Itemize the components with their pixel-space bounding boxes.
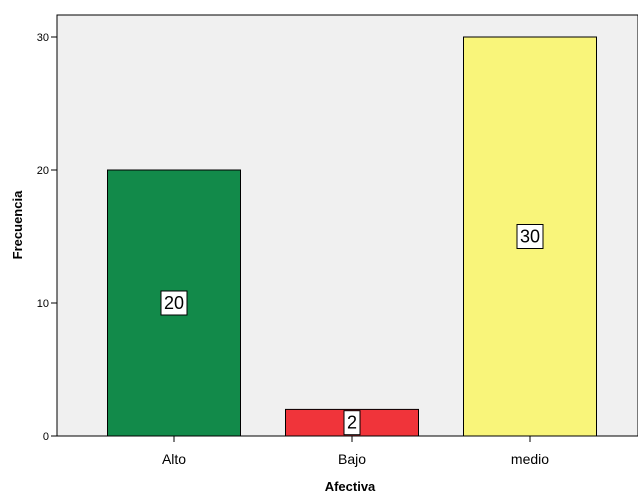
y-tick-label: 0	[43, 431, 49, 443]
x-tick-label: Bajo	[338, 451, 366, 467]
data-label: 2	[347, 413, 357, 433]
data-label-box	[516, 224, 544, 249]
data-label: 30	[520, 227, 540, 247]
y-axis: 0 10 20 30	[37, 32, 57, 443]
x-axis: Alto Bajo medio	[162, 436, 549, 467]
data-label-box	[343, 410, 361, 436]
x-axis-title: Afectiva	[325, 479, 376, 493]
x-tick-label: medio	[511, 451, 549, 467]
data-label: 20	[164, 293, 184, 313]
y-tick-label: 20	[37, 165, 49, 177]
data-label-box	[160, 290, 188, 316]
y-axis-title: Frecuencia	[10, 190, 25, 259]
data-labels-layer: 20 2 30	[160, 224, 544, 436]
x-tick-label: Alto	[162, 451, 186, 467]
y-tick-label: 10	[37, 298, 49, 310]
y-tick-label: 30	[37, 32, 49, 44]
